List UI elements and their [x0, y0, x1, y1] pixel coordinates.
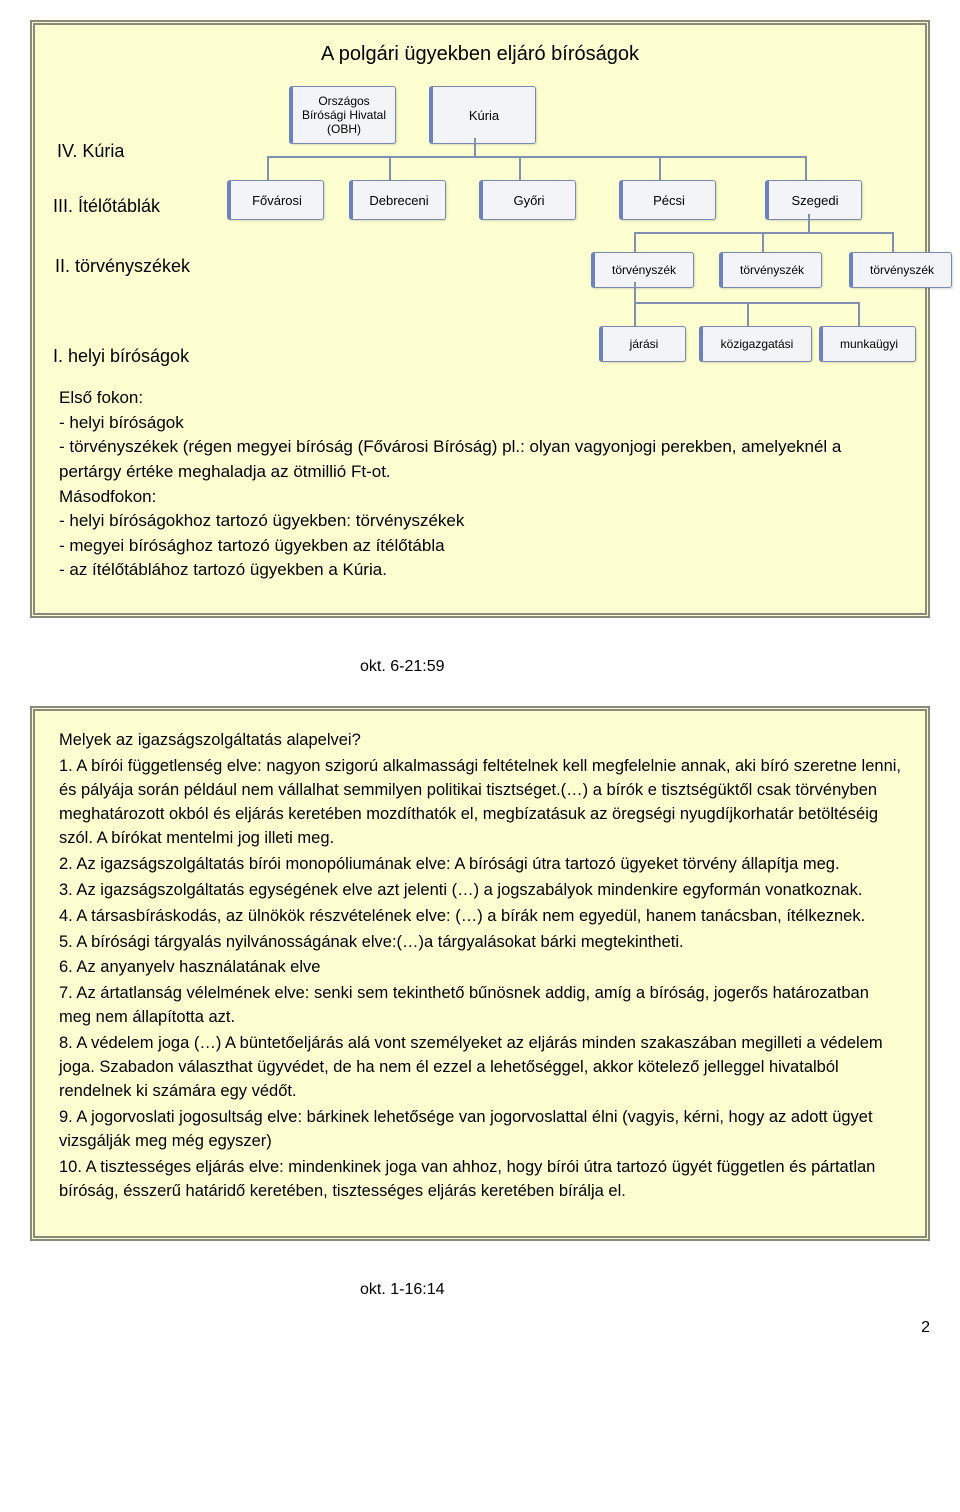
s2-p5: 5. A bírósági tárgyalás nyilvánosságának…: [59, 931, 901, 955]
node-ts3: törvényszék: [849, 252, 952, 288]
level-iii: III. Ítélőtáblák: [53, 196, 160, 217]
node-obh: Országos Bírósági Hivatal (OBH): [289, 86, 396, 144]
slide2-timestamp: okt. 1-16:14: [360, 1281, 930, 1299]
node-ts2: törvényszék: [719, 252, 822, 288]
node-szegedi: Szegedi: [765, 180, 862, 220]
slide1-timestamp: okt. 6-21:59: [360, 658, 930, 676]
node-debreceni: Debreceni: [349, 180, 446, 220]
s2-p1: 1. A bírói függetlenség elve: nagyon szi…: [59, 755, 901, 851]
s2-p3: 3. Az igazságszolgáltatás egységének elv…: [59, 879, 901, 903]
node-kuria: Kúria: [429, 86, 536, 144]
node-pecsi: Pécsi: [619, 180, 716, 220]
s1-l2: - helyi bíróságok: [59, 411, 901, 436]
level-i: I. helyi bíróságok: [53, 346, 189, 367]
s2-p6: 6. Az anyanyelv használatának elve: [59, 956, 901, 980]
s2-p10: 10. A tisztességes eljárás elve: mindenk…: [59, 1156, 901, 1204]
s2-p8: 8. A védelem joga (…) A büntetőeljárás a…: [59, 1032, 901, 1104]
s2-p7: 7. Az ártatlanság vélelmének elve: senki…: [59, 982, 901, 1030]
node-fovarosi: Fővárosi: [227, 180, 324, 220]
slide1-title: A polgári ügyekben eljáró bíróságok: [59, 43, 901, 66]
s2-q: Melyek az igazságszolgáltatás alapelvei?: [59, 729, 901, 753]
node-jarasi: járási: [599, 326, 686, 362]
s2-p4: 4. A társasbíráskodás, az ülnökök részvé…: [59, 905, 901, 929]
s1-l3: - törvényszékek (régen megyei bíróság (F…: [59, 435, 901, 484]
level-iv: IV. Kúria: [57, 141, 124, 162]
s2-p9: 9. A jogorvoslati jogosultság elve: bárk…: [59, 1106, 901, 1154]
slide-2: Melyek az igazságszolgáltatás alapelvei?…: [30, 706, 930, 1241]
node-kozig: közigazgatási: [699, 326, 812, 362]
slide2-body: Melyek az igazságszolgáltatás alapelvei?…: [59, 729, 901, 1204]
s1-l6: - megyei bírósághoz tartozó ügyekben az …: [59, 534, 901, 559]
s1-l7: - az ítélőtáblához tartozó ügyekben a Kú…: [59, 558, 901, 583]
page-number: 2: [30, 1319, 930, 1337]
node-ts1: törvényszék: [591, 252, 694, 288]
s2-p2: 2. Az igazságszolgáltatás bírói monopóli…: [59, 853, 901, 877]
slide-1: A polgári ügyekben eljáró bíróságok IV. …: [30, 20, 930, 618]
org-diagram: IV. Kúria III. Ítélőtáblák II. törvénysz…: [59, 86, 901, 396]
node-gyori: Győri: [479, 180, 576, 220]
s1-l4: Másodfokon:: [59, 485, 901, 510]
s1-l5: - helyi bíróságokhoz tartozó ügyekben: t…: [59, 509, 901, 534]
slide1-body: Első fokon: - helyi bíróságok - törvénys…: [59, 386, 901, 583]
node-munkaugyi: munkaügyi: [819, 326, 916, 362]
level-ii: II. törvényszékek: [55, 256, 190, 277]
